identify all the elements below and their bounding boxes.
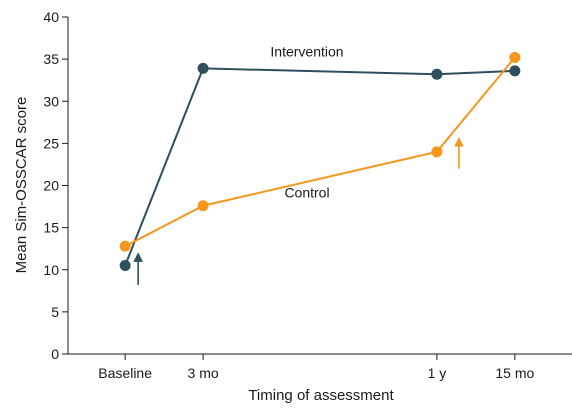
y-tick-label: 0 — [51, 346, 59, 362]
y-tick-label: 10 — [43, 262, 59, 278]
intervention-series-line — [124, 67, 515, 266]
x-axis-ticks: Baseline 3 mo 1 y 15 mo — [98, 354, 535, 381]
y-tick-label: 15 — [43, 220, 59, 236]
control-data-point — [197, 200, 209, 212]
y-tick-label: 40 — [43, 9, 59, 25]
series-labels: Intervention Control — [270, 44, 343, 201]
intervention-data-point — [119, 260, 131, 272]
control-data-point — [509, 51, 521, 63]
y-tick-label: 5 — [51, 304, 59, 320]
x-tick-label: 3 mo — [188, 365, 219, 381]
y-axis-title: Mean Sim-OSSCAR score — [13, 97, 30, 274]
x-tick-label: Baseline — [98, 365, 152, 381]
control-data-point — [119, 240, 131, 252]
arrows-layer — [133, 136, 464, 285]
y-axis-ticks: 0 5 10 15 20 25 30 35 40 — [43, 9, 68, 362]
control-series-label: Control — [284, 184, 329, 200]
intervention-data-point — [509, 65, 521, 77]
intervention-data-point — [197, 62, 209, 74]
control-series-line — [124, 56, 516, 248]
y-tick-label: 30 — [43, 93, 59, 109]
intervention-series-label: Intervention — [270, 44, 343, 60]
x-tick-label: 15 mo — [495, 365, 534, 381]
y-tick-label: 25 — [43, 135, 59, 151]
x-tick-label: 1 y — [428, 365, 447, 381]
intervention-data-point — [431, 68, 443, 80]
x-axis-title: Timing of assessment — [248, 387, 394, 404]
y-tick-label: 20 — [43, 178, 59, 194]
y-tick-label: 35 — [43, 51, 59, 67]
series-layer — [119, 51, 521, 272]
control-data-point — [431, 146, 443, 158]
